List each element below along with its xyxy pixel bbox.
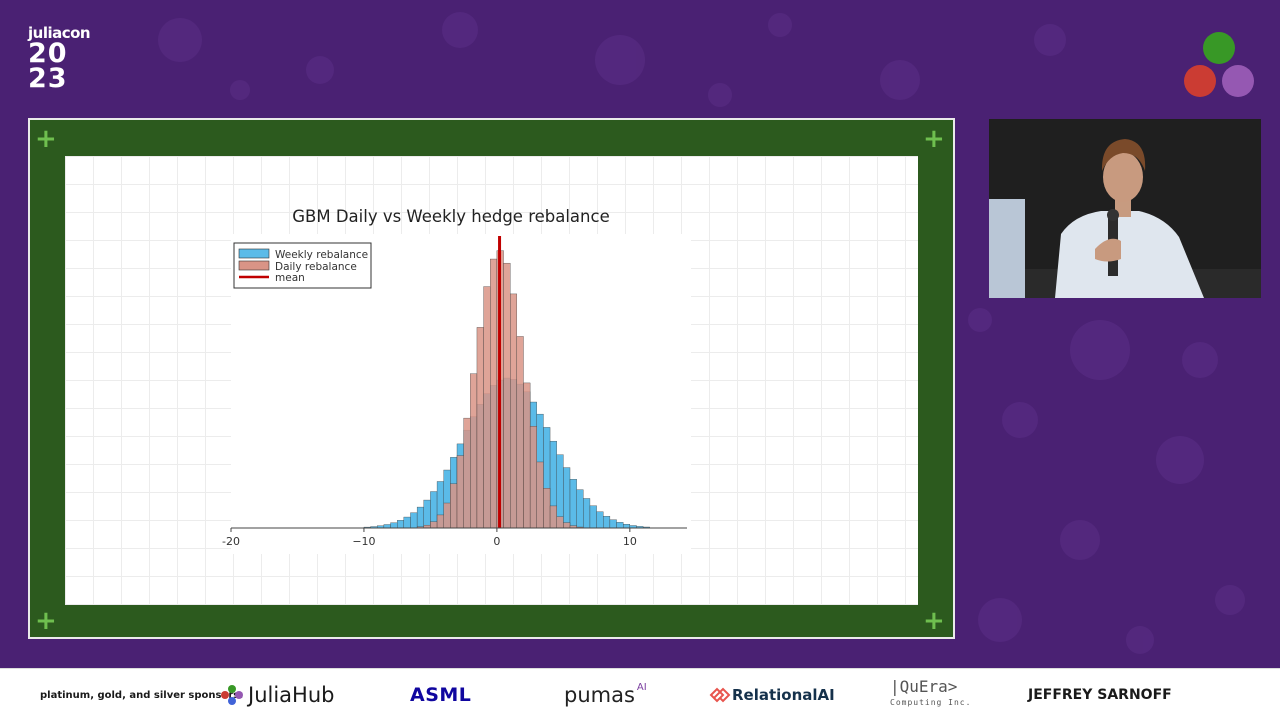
sarnoff-sponsor: JEFFREY SARNOFF xyxy=(1028,687,1172,703)
bar-weekly xyxy=(390,522,398,529)
bar-daily xyxy=(470,373,478,529)
bar-weekly xyxy=(623,524,631,529)
bar-weekly xyxy=(596,511,604,529)
legend: Weekly rebalance Daily rebalance mean xyxy=(233,242,372,289)
juliahub-text: JuliaHub xyxy=(248,683,335,707)
legend-swatch-weekly xyxy=(238,248,270,259)
relationalai-logo: RelationalAI xyxy=(708,669,835,720)
quera-text: |QuEra> xyxy=(890,677,958,696)
bar-weekly xyxy=(576,489,584,529)
x-ticks: -20 −10 0 10 xyxy=(222,528,637,548)
plus-icon: + xyxy=(923,124,945,154)
legend-label-mean: mean xyxy=(275,272,305,284)
bar-daily xyxy=(529,426,537,529)
sponsor-bar: platinum, gold, and silver sponsors: Jul… xyxy=(0,668,1280,720)
plus-icon: + xyxy=(923,606,945,636)
bar-weekly xyxy=(416,506,424,529)
x-tick-label: 0 xyxy=(493,535,500,548)
background-bubbles xyxy=(158,12,1245,654)
quera-subtext: Computing Inc. xyxy=(890,698,972,707)
bar-daily xyxy=(503,262,511,529)
pumas-logo: pumas AI xyxy=(564,669,647,720)
bar-daily xyxy=(510,293,518,529)
bar-daily xyxy=(523,382,531,529)
relationalai-icon xyxy=(709,687,731,703)
logo-word: juliacon xyxy=(28,24,91,42)
slide-frame: + + + + GBM Daily vs Weekly hedge rebala… xyxy=(28,118,955,639)
bar-weekly xyxy=(603,516,611,529)
bar-daily xyxy=(476,327,484,529)
bar-daily xyxy=(543,488,551,529)
bar-weekly xyxy=(383,524,391,529)
chart-title: GBM Daily vs Weekly hedge rebalance xyxy=(292,207,609,226)
bar-daily xyxy=(443,502,451,529)
bar-daily xyxy=(430,521,438,529)
x-tick-label: -20 xyxy=(222,535,240,548)
x-tick-label: −10 xyxy=(352,535,375,548)
bar-weekly xyxy=(609,519,617,529)
bar-daily xyxy=(450,483,458,529)
bar-daily xyxy=(536,461,544,529)
bar-daily xyxy=(490,258,498,529)
red-dot xyxy=(1184,65,1216,97)
bar-daily xyxy=(516,336,524,529)
green-dot xyxy=(1203,32,1235,64)
purple-dot xyxy=(1222,65,1254,97)
bar-weekly xyxy=(563,467,571,529)
bar-weekly xyxy=(616,522,624,529)
bar-daily xyxy=(463,417,471,529)
speaker-video xyxy=(989,119,1261,298)
bar-daily xyxy=(549,505,557,529)
x-tick-label: 10 xyxy=(623,535,637,548)
julia-dots-logo xyxy=(1184,32,1254,97)
bar-daily xyxy=(563,522,571,529)
quera-logo: |QuEra> Computing Inc. xyxy=(890,669,971,720)
slide: GBM Daily vs Weekly hedge rebalance -20 −… xyxy=(65,156,918,605)
bar-weekly xyxy=(410,512,418,529)
bar-weekly xyxy=(569,479,577,529)
plus-icon: + xyxy=(35,606,57,636)
bar-weekly xyxy=(423,499,431,529)
juliahub-dots-icon xyxy=(221,685,243,705)
pumas-text: pumas xyxy=(564,683,635,707)
bar-weekly xyxy=(403,516,411,529)
juliahub-logo: JuliaHub xyxy=(218,669,334,720)
juliacon-logo: juliacon 20 23 xyxy=(28,24,94,94)
pumas-sup: AI xyxy=(636,681,647,693)
legend-label-weekly: Weekly rebalance xyxy=(275,249,368,261)
bar-daily xyxy=(556,516,564,529)
plus-icon: + xyxy=(35,124,57,154)
bar-daily xyxy=(483,286,491,529)
bar-weekly xyxy=(397,520,405,529)
bar-weekly xyxy=(583,498,591,529)
relationalai-text: RelationalAI xyxy=(732,686,835,704)
speaker-image xyxy=(989,119,1261,298)
legend-label-daily: Daily rebalance xyxy=(275,261,357,273)
histogram-chart: GBM Daily vs Weekly hedge rebalance -20 −… xyxy=(222,207,691,554)
legend-swatch-daily xyxy=(238,260,270,271)
bar-weekly xyxy=(589,505,597,529)
logo-year-bottom: 23 xyxy=(28,63,68,94)
sponsor-label: platinum, gold, and silver sponsors: xyxy=(40,689,244,701)
bar-daily xyxy=(436,514,444,529)
logo-year-top: 20 xyxy=(28,38,68,69)
asml-logo: ASML xyxy=(410,684,472,706)
bar-daily xyxy=(456,455,464,529)
